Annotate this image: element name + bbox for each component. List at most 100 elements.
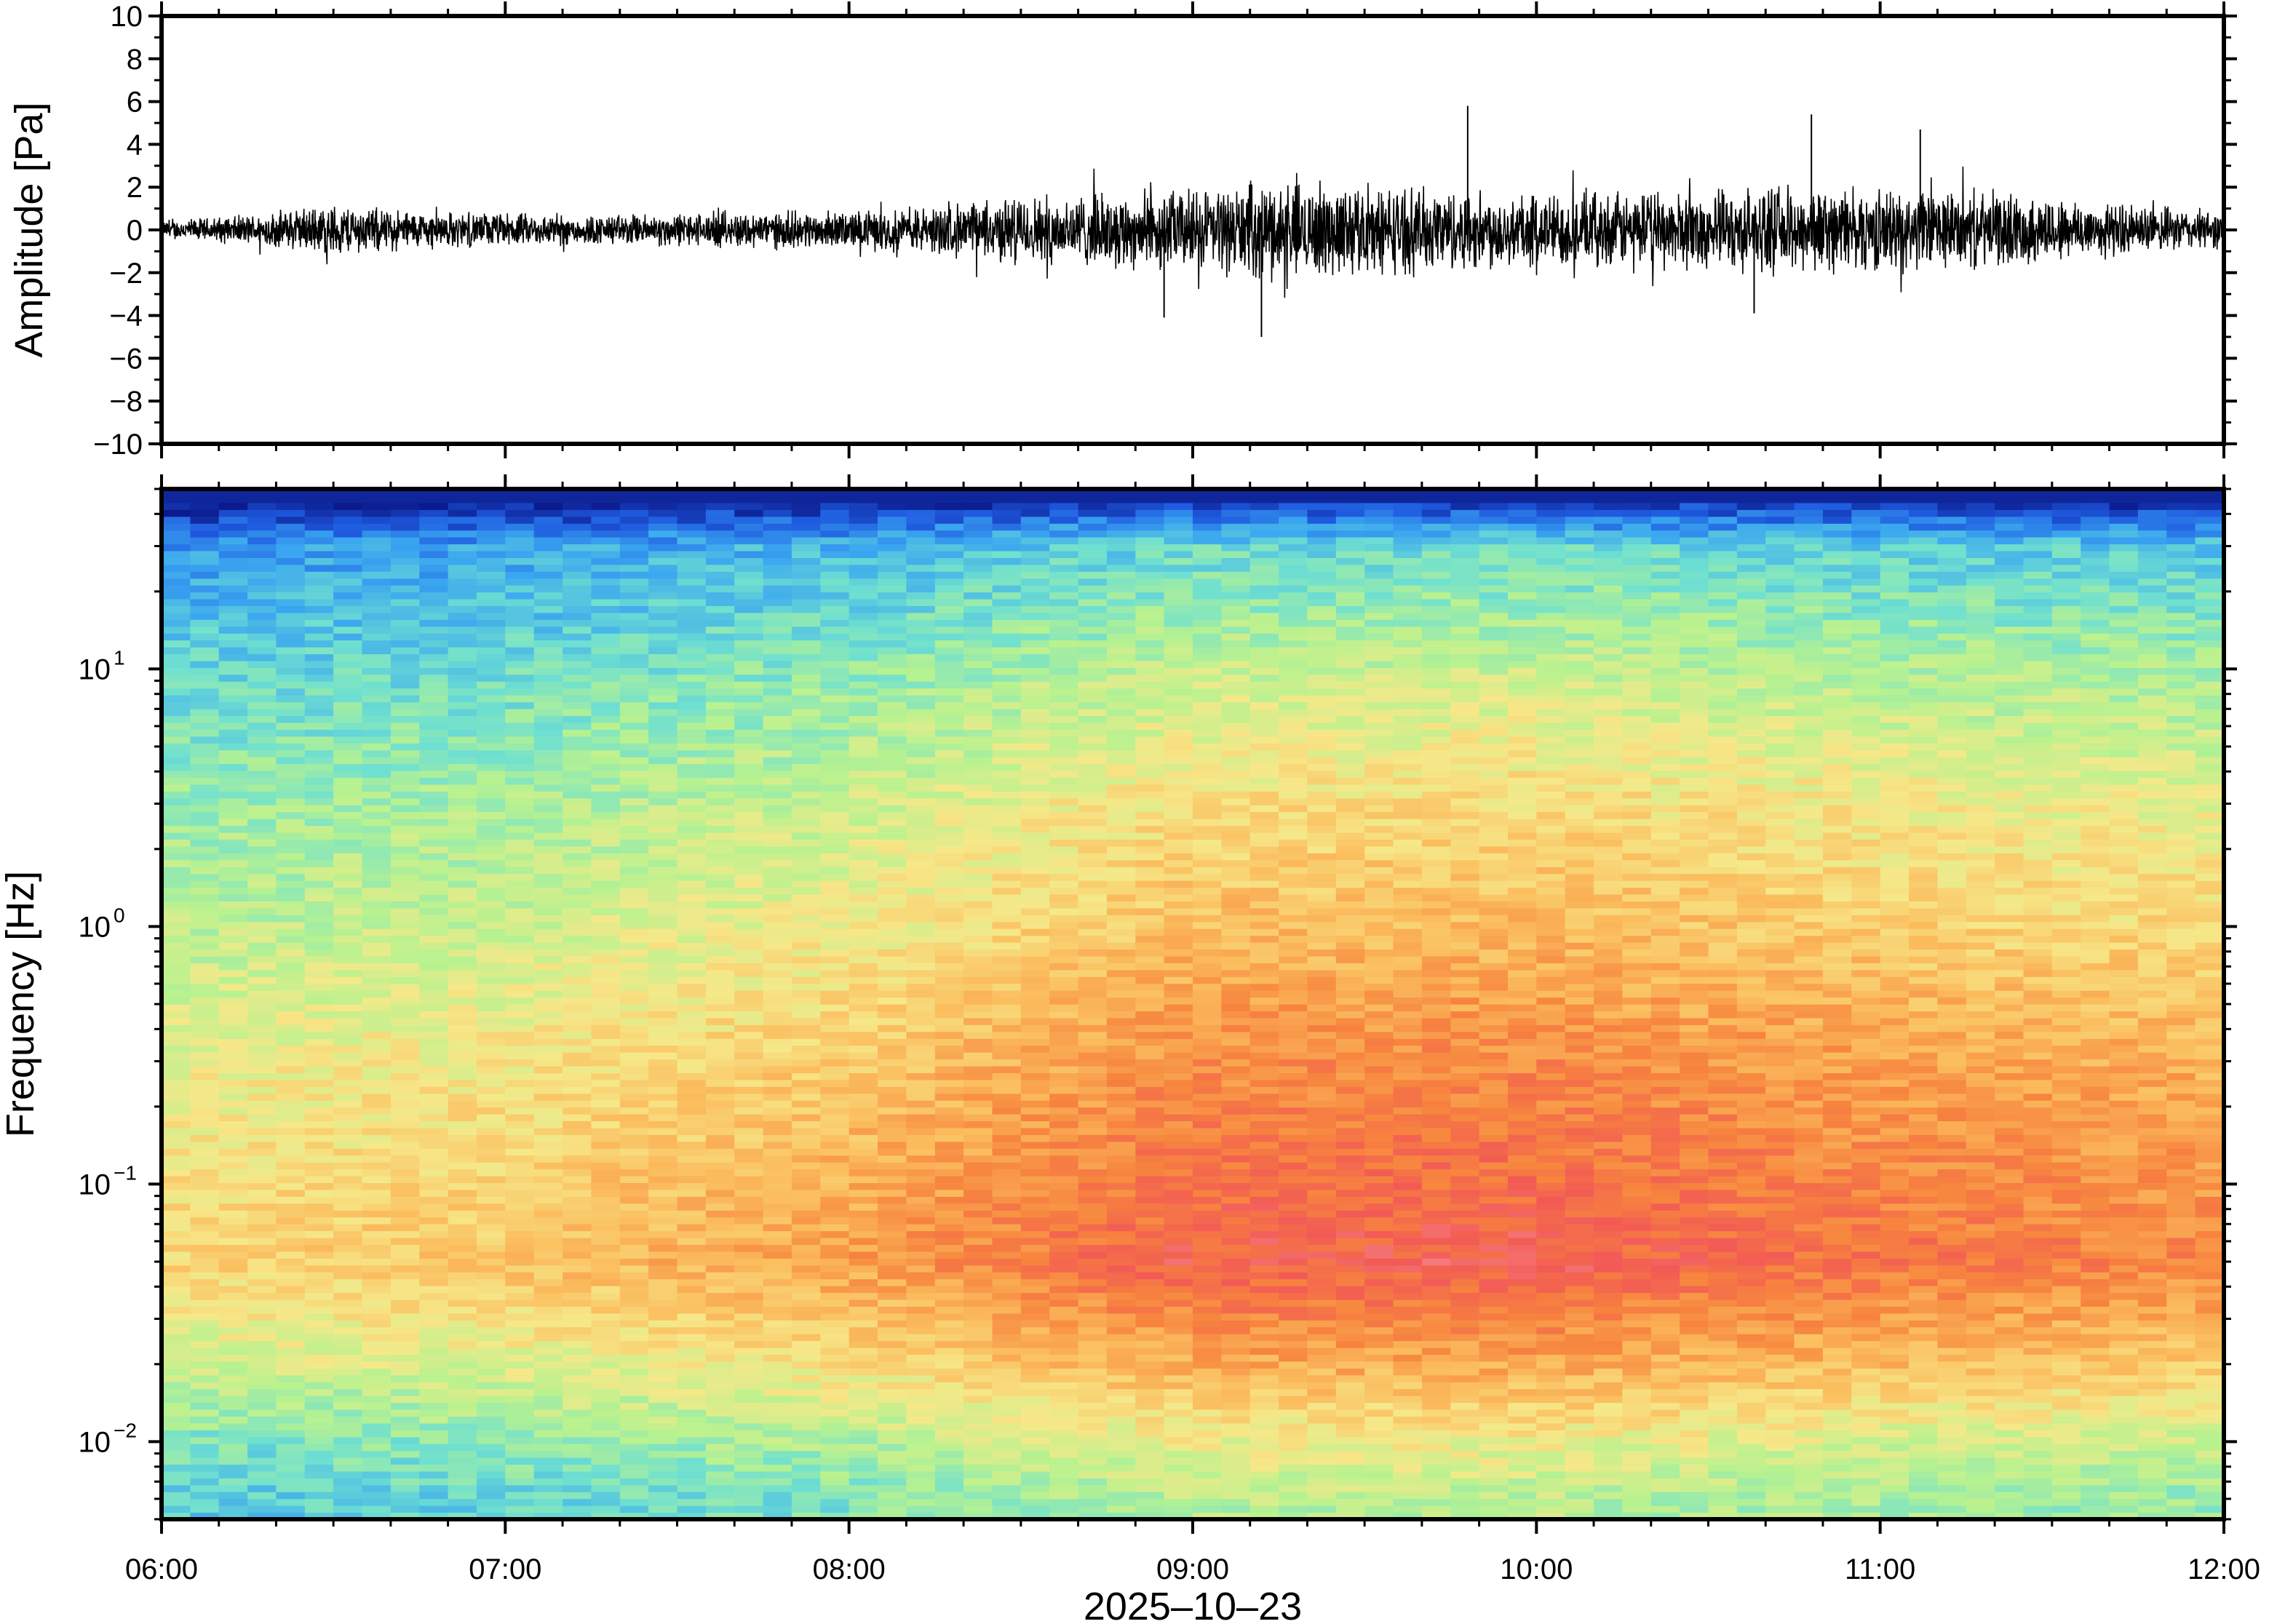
- spectrogram-cell: [390, 1017, 420, 1025]
- spectrogram-cell: [190, 578, 220, 586]
- spectrogram-cell: [362, 653, 392, 661]
- spectrogram-cell: [218, 1176, 248, 1183]
- spectrogram-cell: [162, 1024, 191, 1032]
- spectrogram-cell: [190, 1196, 220, 1204]
- spectrogram-cell: [705, 1492, 735, 1500]
- spectrogram-cell: [934, 1340, 964, 1348]
- spectrogram-cell: [763, 839, 792, 847]
- spectrogram-cell: [448, 1196, 477, 1204]
- spectrogram-cell: [963, 612, 993, 620]
- spectrogram-cell: [934, 969, 964, 977]
- spectrogram-cell: [190, 537, 220, 545]
- spectrogram-cell: [820, 612, 850, 620]
- spectrogram-cell: [820, 942, 850, 950]
- spectrogram-cell: [1020, 674, 1050, 682]
- spectrogram-cell: [791, 1498, 821, 1506]
- spectrogram-cell: [791, 1031, 821, 1039]
- spectrogram-cell: [791, 1430, 821, 1438]
- spectrogram-cell: [247, 1072, 277, 1080]
- spectrogram-cell: [390, 701, 420, 709]
- spectrogram-cell: [705, 1244, 735, 1252]
- spectrogram-cell: [934, 1066, 964, 1073]
- spectrogram-cell: [992, 1334, 1022, 1342]
- spectrogram-cell: [591, 1265, 621, 1273]
- spectrogram-cell: [992, 1251, 1022, 1259]
- spectrogram-cell: [448, 1238, 477, 1245]
- spectrogram-cell: [906, 640, 936, 648]
- spectrogram-cell: [448, 688, 477, 696]
- spectrogram-cell: [333, 1155, 363, 1163]
- spectrogram-cell: [763, 1031, 792, 1039]
- spectrogram-cell: [763, 1024, 792, 1032]
- spectrogram-cell: [505, 1444, 535, 1452]
- spectrogram-cell: [878, 1505, 907, 1513]
- spectrogram-cell: [419, 791, 449, 799]
- spectrogram-cell: [477, 935, 506, 943]
- spectrogram-cell: [247, 1066, 277, 1073]
- spectrogram-cell: [791, 1217, 821, 1225]
- spectrogram-cell: [190, 1251, 220, 1259]
- spectrogram-cell: [162, 997, 191, 1005]
- spectrogram-cell: [419, 1382, 449, 1390]
- spectrogram-cell: [1020, 1238, 1050, 1245]
- spectrogram-cell: [934, 763, 964, 771]
- spectrogram-cell: [648, 935, 678, 943]
- spectrogram-cell: [763, 551, 792, 558]
- spectrogram-cell: [304, 955, 334, 963]
- spectrogram-cell: [563, 626, 592, 634]
- spectrogram-cell: [247, 1436, 277, 1444]
- spectrogram-cell: [734, 633, 764, 641]
- spectrogram-cell: [448, 1361, 477, 1369]
- spectrogram-cell: [218, 915, 248, 923]
- spectrogram-cell: [162, 743, 191, 751]
- spectrogram-cell: [1020, 509, 1050, 517]
- spectrogram-cell: [276, 791, 306, 799]
- spectrogram-cell: [390, 749, 420, 757]
- spectrogram-cell: [333, 667, 363, 675]
- spectrogram-cell: [734, 489, 764, 496]
- spectrogram-cell: [477, 633, 506, 641]
- spectrogram-cell: [304, 1017, 334, 1025]
- spectrogram-cell: [362, 1313, 392, 1321]
- spectrogram-cell: [1020, 537, 1050, 545]
- spectrogram-cell: [276, 942, 306, 950]
- spectrogram-cell: [362, 1045, 392, 1053]
- spectrogram-cell: [734, 763, 764, 771]
- spectrogram-cell: [878, 935, 907, 943]
- spectrogram-cell: [791, 859, 821, 867]
- spectrogram-cell: [477, 983, 506, 991]
- spectrogram-cell: [648, 1059, 678, 1067]
- spectrogram-cell: [619, 859, 649, 867]
- spectrogram-cell: [304, 1217, 334, 1225]
- spectrogram-cell: [906, 1244, 936, 1252]
- spectrogram-cell: [304, 1121, 334, 1129]
- spectrogram-cell: [333, 1396, 363, 1404]
- spectrogram-cell: [705, 1134, 735, 1142]
- spectrogram-cell: [734, 723, 764, 730]
- spectrogram-cell: [477, 853, 506, 861]
- spectrogram-cell: [849, 715, 878, 723]
- spectrogram-cell: [477, 1512, 506, 1519]
- spectrogram-cell: [276, 729, 306, 737]
- spectrogram-cell: [276, 811, 306, 819]
- spectrogram-cell: [849, 997, 878, 1005]
- spectrogram-cell: [992, 667, 1022, 675]
- spectrogram-cell: [906, 1121, 936, 1129]
- spectrogram-cell: [906, 1498, 936, 1506]
- spectrogram-cell: [304, 715, 334, 723]
- spectrogram-cell: [677, 530, 707, 538]
- spectrogram-cell: [648, 1272, 678, 1280]
- spectrogram-cell: [390, 1348, 420, 1355]
- spectrogram-cell: [362, 530, 392, 538]
- spectrogram-cell: [333, 1238, 363, 1245]
- spectrogram-cell: [218, 1258, 248, 1266]
- spectrogram-cell: [734, 530, 764, 538]
- spectrogram-cell: [533, 990, 563, 998]
- spectrogram-cell: [849, 1066, 878, 1073]
- spectrogram-cell: [820, 997, 850, 1005]
- spectrogram-cell: [934, 867, 964, 875]
- spectrogram-cell: [362, 489, 392, 496]
- spectrogram-cell: [505, 1498, 535, 1506]
- spectrogram-cell: [362, 1134, 392, 1142]
- spectrogram-cell: [677, 928, 707, 936]
